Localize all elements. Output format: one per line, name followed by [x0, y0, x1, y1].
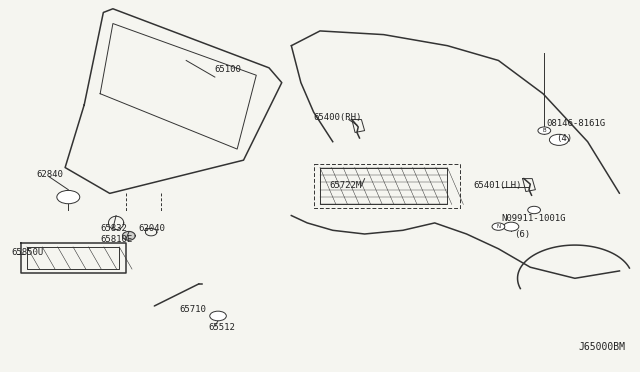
Text: N09911-1001G: N09911-1001G: [502, 214, 566, 223]
Circle shape: [57, 190, 80, 204]
Text: 62840: 62840: [36, 170, 63, 179]
Text: J65000BM: J65000BM: [579, 342, 626, 352]
Text: 65710: 65710: [180, 305, 207, 314]
Circle shape: [210, 311, 227, 321]
Text: 62040: 62040: [138, 224, 165, 233]
Text: (4): (4): [556, 134, 572, 143]
Text: 65810E: 65810E: [100, 235, 132, 244]
Text: 65722M: 65722M: [330, 181, 362, 190]
Polygon shape: [122, 231, 135, 240]
Circle shape: [528, 206, 540, 214]
Text: 65100: 65100: [215, 65, 242, 74]
Text: 65512: 65512: [209, 323, 236, 331]
Text: 65400(RH): 65400(RH): [314, 113, 362, 122]
Circle shape: [504, 222, 519, 231]
Text: 65401(LH): 65401(LH): [473, 181, 522, 190]
Text: N: N: [497, 224, 500, 229]
Text: 65832: 65832: [100, 224, 127, 233]
Text: 08146-8161G: 08146-8161G: [546, 119, 605, 128]
Circle shape: [538, 127, 550, 134]
Text: 65850U: 65850U: [11, 248, 43, 257]
Circle shape: [492, 223, 505, 230]
Text: (6): (6): [515, 230, 531, 238]
Text: B: B: [543, 128, 546, 133]
Circle shape: [549, 134, 568, 145]
